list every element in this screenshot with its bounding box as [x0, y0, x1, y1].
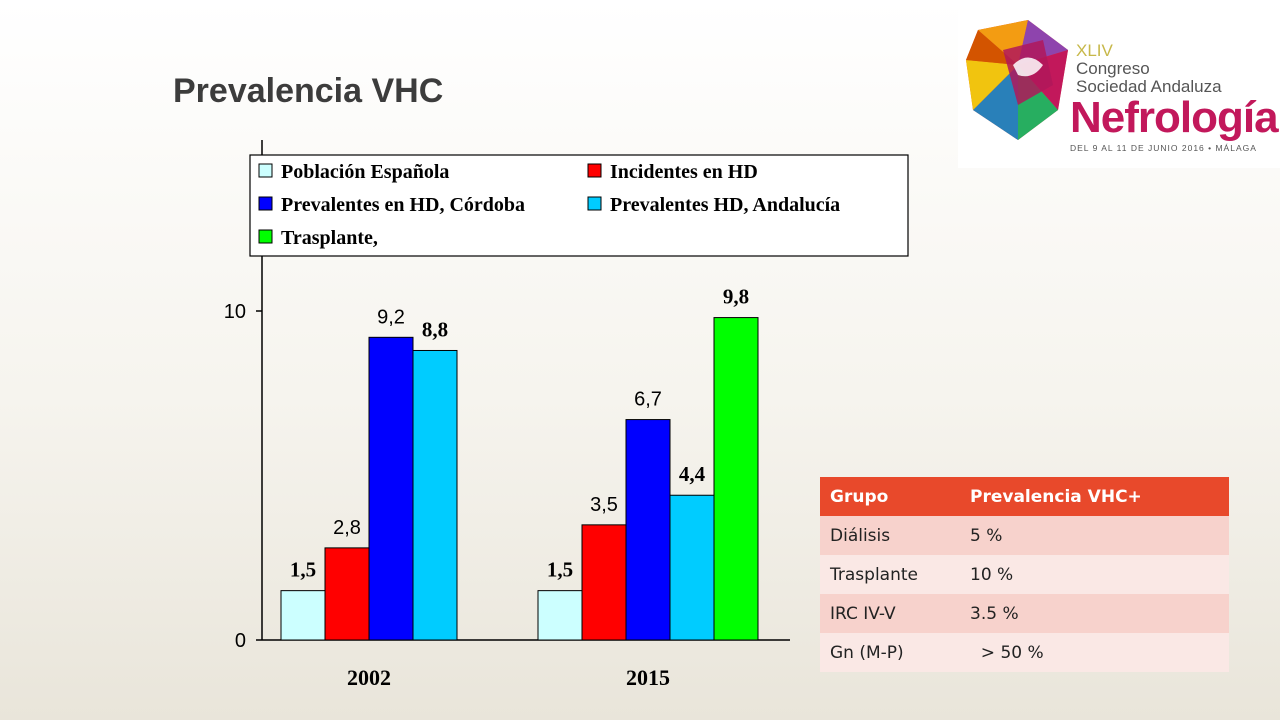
data-label: 9,8: [723, 285, 749, 309]
table-cell: > 50 %: [960, 633, 1229, 672]
bar: [368, 336, 414, 641]
data-label: 1,5: [547, 558, 573, 582]
congress-logo: XLIV Congreso Sociedad Andaluza Nefrolog…: [958, 10, 1280, 168]
x-tick-label: 2002: [347, 665, 391, 690]
legend-box: [249, 154, 909, 257]
data-label: 9,2: [377, 306, 405, 328]
data-label: 1,5: [290, 558, 316, 582]
logo-line1: Congreso: [1076, 59, 1150, 78]
data-label: 3,5: [590, 494, 618, 516]
table-cell: IRC IV-V: [820, 594, 960, 633]
table-cell: Diálisis: [820, 516, 960, 555]
data-label: 6,7: [634, 389, 662, 411]
legend-label: Población Española: [281, 161, 449, 183]
bar: [280, 590, 326, 641]
table-header-cell: Grupo: [820, 477, 960, 516]
legend-label: Trasplante,: [281, 227, 378, 249]
bar: [625, 419, 671, 641]
y-tick-label: 0: [235, 630, 246, 652]
legend-label: Incidentes en HD: [610, 161, 758, 183]
table-cell: 5 %: [960, 516, 1229, 555]
bar: [669, 494, 715, 641]
logo-dates: DEL 9 AL 11 DE JUNIO 2016 • MÁLAGA: [1070, 143, 1257, 153]
data-label: 8,8: [422, 317, 448, 341]
table-row: IRC IV-V 3.5 %: [820, 594, 1229, 633]
table-cell: Gn (M-P): [820, 633, 960, 672]
bar: [412, 349, 458, 641]
table-cell: Trasplante: [820, 555, 960, 594]
bar: [537, 590, 583, 641]
table-row: Trasplante 10 %: [820, 555, 1229, 594]
table-row: Diálisis 5 %: [820, 516, 1229, 555]
legend-swatch: [587, 163, 602, 178]
legend-label: Prevalentes en HD, Córdoba: [281, 194, 525, 216]
table-header-cell: Prevalencia VHC+: [960, 477, 1229, 516]
logo-line2: Sociedad Andaluza: [1076, 77, 1222, 96]
legend-swatch: [258, 229, 273, 244]
table-header-row: Grupo Prevalencia VHC+: [820, 477, 1229, 516]
logo-main: Nefrología: [1070, 93, 1279, 142]
logo-edition: XLIV: [1076, 41, 1113, 60]
bar: [713, 317, 759, 641]
legend-swatch: [587, 196, 602, 211]
prevalence-table: Grupo Prevalencia VHC+ Diálisis 5 % Tras…: [820, 477, 1229, 672]
y-tick-label: 10: [224, 301, 246, 323]
logo-mark-icon: [966, 20, 1068, 140]
legend-swatch: [258, 163, 273, 178]
table-cell: 10 %: [960, 555, 1229, 594]
bar: [581, 524, 627, 641]
legend-swatch: [258, 196, 273, 211]
data-label: 2,8: [333, 517, 361, 539]
slide-title: Prevalencia VHC: [173, 72, 444, 110]
legend-label: Prevalentes HD, Andalucía: [610, 194, 840, 216]
bar: [324, 547, 370, 641]
table-row: Gn (M-P) > 50 %: [820, 633, 1229, 672]
table-cell: 3.5 %: [960, 594, 1229, 633]
data-label: 4,4: [679, 462, 706, 486]
x-tick-label: 2015: [626, 665, 670, 690]
